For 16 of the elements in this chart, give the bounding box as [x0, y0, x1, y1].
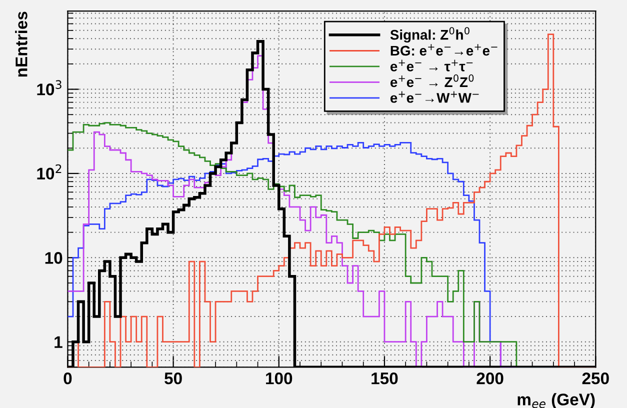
legend-label: e$^{+}$e$^{−}$→W$^{+}$W$^{−}$	[390, 91, 479, 103]
x-tick-label: 50	[164, 372, 182, 384]
x-tick-label: 200	[476, 372, 504, 384]
legend-label: e$^{+}$e$^{−}$ → τ$^{+}$τ$^{−}$	[390, 60, 473, 72]
x-tick-label: 100	[266, 372, 292, 384]
y-tick-label: 1	[54, 336, 62, 348]
legend-label: BG: e$^{+}$e$^{−}$→e$^{+}$e$^{−}$	[390, 44, 498, 56]
legend-label: Signal: Z$^{0}$h$^{0}$	[390, 27, 470, 43]
y-tick-label: 10$^{3}$	[37, 80, 62, 96]
y-tick-label: 10	[45, 252, 62, 264]
x-tick-label: 0	[64, 372, 72, 384]
y-tick-label: 10$^{2}$	[37, 164, 62, 180]
y-axis-title: nEntries	[15, 12, 28, 77]
x-tick-label: 150	[372, 372, 398, 384]
x-tick-label: 250	[582, 372, 609, 384]
legend-label: e$^{+}$e$^{−}$ → Z$^{0}$Z$^{0}$	[390, 74, 474, 88]
